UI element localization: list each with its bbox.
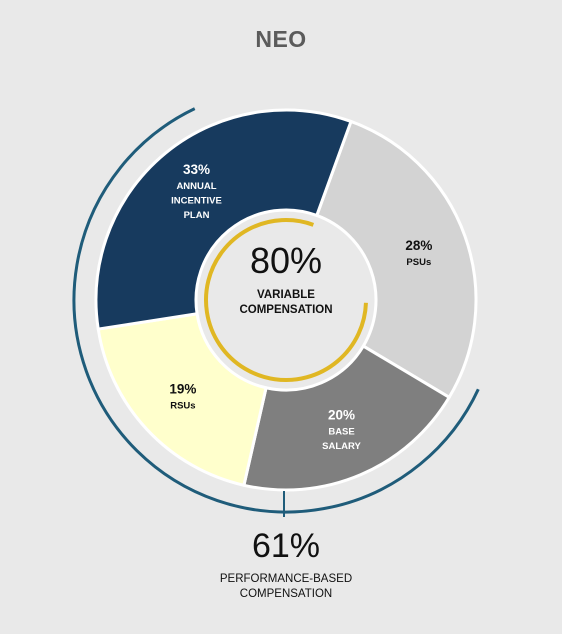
slice-name-label-psus-1: PSUs: [406, 257, 431, 268]
center-label-line2: COMPENSATION: [239, 304, 332, 316]
slice-annual-incentive-plan: [94, 108, 353, 331]
slice-name-label-annual-incentive-plan-1: ANNUAL: [176, 181, 216, 192]
performance-value: 61%: [251, 527, 321, 565]
chart-title: NEO: [255, 26, 307, 52]
center-label-line1: VARIABLE: [257, 289, 315, 301]
labels-layer: 28% PSUs 20% BASE SALARY 19% RSUs 33% ANNUAL INCE…: [169, 162, 432, 452]
slice-value-label-rsus: 19%: [169, 381, 196, 396]
slices-layer: [94, 108, 478, 492]
slice-psus: [315, 119, 478, 399]
performance-label: PERFORMANCE-BASED COMPENSATION: [166, 572, 406, 602]
center-disc: [199, 213, 373, 387]
center-value: 80%: [250, 240, 322, 281]
slice-name-label-annual-incentive-plan-2: INCENTIVE: [171, 195, 222, 206]
slice-name-label-annual-incentive-plan-3: PLAN: [184, 210, 210, 221]
variable-compensation-arc: [204, 218, 368, 382]
slice-base-salary: [242, 344, 451, 492]
slice-value-label-psus: 28%: [405, 238, 432, 253]
performance-based-arc: [72, 107, 480, 514]
slice-name-label-base-salary-1: BASE: [328, 427, 354, 438]
slice-value-label-base-salary: 20%: [328, 408, 355, 423]
performance-summary: 61% PERFORMANCE-BASED COMPENSATION: [166, 526, 406, 602]
slice-name-label-base-salary-2: SALARY: [322, 441, 361, 452]
performance-label-line2: COMPENSATION: [239, 588, 333, 600]
slice-rsus: [96, 312, 268, 487]
slice-value-label-annual-incentive-plan: 33%: [183, 162, 210, 177]
performance-label-line1: PERFORMANCE-BASED: [219, 573, 353, 585]
slice-name-label-rsus-1: RSUs: [170, 400, 195, 411]
